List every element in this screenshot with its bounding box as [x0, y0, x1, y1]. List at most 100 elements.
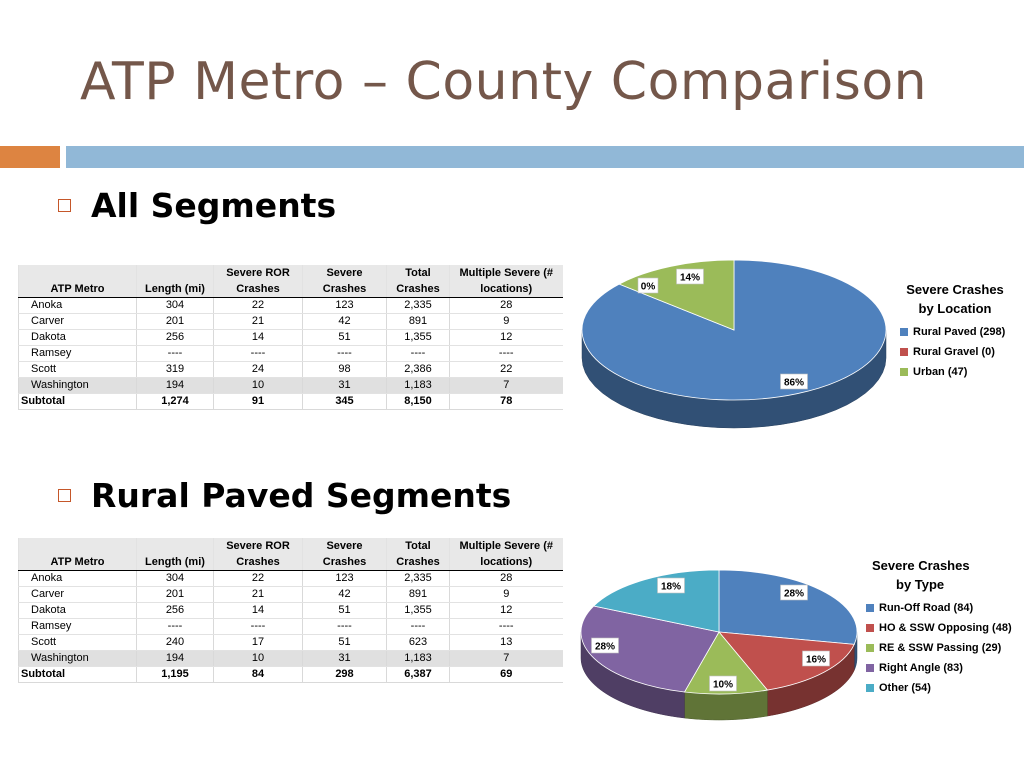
subtotal-cell: 1,274: [136, 393, 214, 410]
table-row: Dakota 256 14 51 1,355 12: [18, 602, 563, 619]
header-cell: Total: [386, 265, 450, 281]
legend-label: Urban (47): [913, 366, 968, 378]
table-cell: ----: [213, 618, 303, 635]
pie-slice: [718, 569, 858, 645]
accent-bar-blue: [66, 146, 1024, 168]
table-cell: 1,355: [386, 602, 450, 619]
header-cell: Severe: [302, 265, 387, 281]
accent-bar-orange: [0, 146, 60, 168]
table-cell: 14: [213, 329, 303, 346]
header-cell: Crashes: [302, 281, 387, 298]
table-cell: 2,386: [386, 361, 450, 378]
table-cell: ----: [302, 345, 387, 362]
table-cell: 14: [213, 602, 303, 619]
table-header-row-1: Severe ROR Severe Total Multiple Severe …: [18, 265, 563, 281]
table-cell: 17: [213, 634, 303, 651]
legend-swatch: [900, 368, 908, 376]
subtotal-cell: 69: [449, 666, 563, 683]
table-header-row-1: Severe ROR Severe Total Multiple Severe …: [18, 538, 563, 554]
table-cell: 98: [302, 361, 387, 378]
subtotal-cell: 298: [302, 666, 387, 683]
table-row: Washington 194 10 31 1,183 7: [18, 650, 563, 667]
county-name-cell: Dakota: [18, 602, 137, 619]
table-cell: 1,355: [386, 329, 450, 346]
subtotal-cell: 345: [302, 393, 387, 410]
legend-label: Right Angle (83): [879, 662, 963, 674]
location-pie-chart: 86% 0% 14%: [581, 259, 887, 429]
pie-percent-label: 28%: [784, 589, 804, 600]
pie-percent-label: 18%: [661, 582, 681, 593]
pie-data-label: 86%: [780, 373, 808, 390]
subtotal-cell: 6,387: [386, 666, 450, 683]
county-name-cell: Ramsey: [18, 345, 137, 362]
table-cell: 2,335: [386, 570, 450, 587]
table-cell: 12: [449, 602, 563, 619]
legend-item: Rural Gravel (0): [900, 342, 1010, 362]
table-cell: 304: [136, 570, 214, 587]
legend-swatch: [866, 664, 874, 672]
header-cell: Crashes: [302, 554, 387, 571]
table-row: Anoka 304 22 123 2,335 28: [18, 570, 563, 587]
header-cell: ATP Metro: [18, 281, 137, 298]
table-cell: 22: [449, 361, 563, 378]
header-cell: Length (mi): [136, 281, 214, 298]
table-row: Anoka 304 22 123 2,335 28: [18, 297, 563, 314]
legend-label: Run-Off Road (84): [879, 602, 974, 614]
table-cell: 2,335: [386, 297, 450, 314]
header-cell: Multiple Severe (#: [449, 538, 563, 554]
header-cell: Total: [386, 538, 450, 554]
table-cell: ----: [386, 618, 450, 635]
legend-item: Urban (47): [900, 362, 1010, 382]
pie-slice: [683, 631, 769, 695]
subtotal-cell: 8,150: [386, 393, 450, 410]
table-cell: 256: [136, 602, 214, 619]
table-header-row-2: ATP Metro Length (mi) Crashes Crashes Cr…: [18, 281, 563, 298]
table-cell: 31: [302, 650, 387, 667]
type-pie-chart: 28% 16% 10% 28% 18%: [580, 569, 858, 721]
subtotal-row: Subtotal 1,195 84 298 6,387 69: [18, 666, 563, 683]
subtotal-row: Subtotal 1,274 91 345 8,150 78: [18, 393, 563, 410]
table-cell: 21: [213, 313, 303, 330]
table-cell: 240: [136, 634, 214, 651]
legend-label: Rural Paved (298): [913, 326, 1006, 338]
bullet-box-icon: [58, 489, 71, 502]
pie-data-label: 0%: [637, 277, 659, 294]
table-cell: ----: [386, 345, 450, 362]
table-cell: 304: [136, 297, 214, 314]
legend-title-line: Severe Crashes: [906, 282, 1004, 297]
county-name-cell: Carver: [18, 586, 137, 603]
bullet-box-icon: [58, 199, 71, 212]
table-cell: ----: [213, 345, 303, 362]
rural-paved-table: Severe ROR Severe Total Multiple Severe …: [18, 538, 563, 683]
table-cell: 9: [449, 313, 563, 330]
all-segments-table: Severe ROR Severe Total Multiple Severe …: [18, 265, 563, 410]
county-name-cell: Washington: [18, 650, 137, 667]
legend-swatch: [900, 348, 908, 356]
table-row: Ramsey ---- ---- ---- ---- ----: [18, 345, 563, 362]
legend-title-line: by Type: [896, 577, 945, 592]
header-cell: Crashes: [213, 554, 303, 571]
legend-label: HO & SSW Opposing (48): [879, 622, 1012, 634]
table-cell: 10: [213, 650, 303, 667]
legend-swatch: [866, 604, 874, 612]
type-pie-legend: Severe Crashes by Type Run-Off Road (84)…: [866, 556, 1024, 698]
section-heading-all: All Segments: [91, 186, 337, 225]
pie-data-label: 16%: [802, 650, 830, 667]
pie-data-label: 28%: [780, 584, 808, 601]
legend-swatch: [866, 684, 874, 692]
table-row: Scott 240 17 51 623 13: [18, 634, 563, 651]
legend-item: Other (54): [866, 678, 1024, 698]
header-cell: Multiple Severe (#: [449, 265, 563, 281]
table-row: Ramsey ---- ---- ---- ---- ----: [18, 618, 563, 635]
header-cell: ATP Metro: [18, 554, 137, 571]
subtotal-cell: 78: [449, 393, 563, 410]
header-cell: Crashes: [386, 554, 450, 571]
table-cell: ----: [136, 345, 214, 362]
county-name-cell: Anoka: [18, 570, 137, 587]
header-cell: [136, 265, 214, 281]
pie-percent-label: 86%: [784, 378, 804, 389]
table-cell: 28: [449, 570, 563, 587]
legend-item: HO & SSW Opposing (48): [866, 618, 1024, 638]
subtotal-cell: 91: [213, 393, 303, 410]
table-cell: 194: [136, 377, 214, 394]
